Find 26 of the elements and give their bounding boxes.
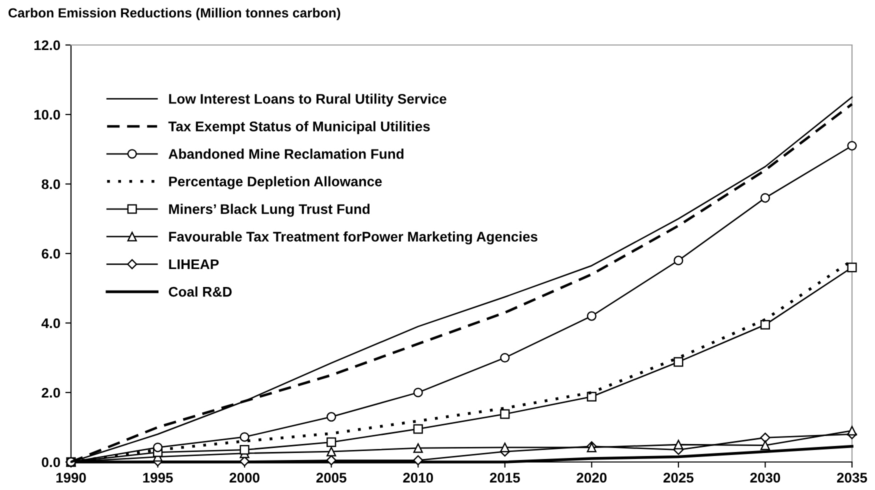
x-tick-label: 2010 (403, 472, 433, 483)
x-tick-label: 2015 (490, 472, 520, 483)
x-tick-label: 2030 (750, 472, 780, 483)
legend-label: Tax Exempt Status of Municipal Utilities (168, 121, 430, 134)
y-tick-label: 6.0 (42, 248, 60, 259)
x-tick-label: 2025 (663, 472, 694, 483)
x-tick-label: 2005 (316, 472, 346, 483)
legend-label: Low Interest Loans to Rural Utility Service (169, 94, 446, 107)
y-tick-label: 10.0 (34, 110, 60, 120)
y-tick-label: 12.0 (34, 40, 60, 50)
chart-title: Carbon Emission Reductions (Million tonnes carbon) (8, 8, 340, 20)
legend-label: Percentage Depletion Allowance (169, 176, 382, 190)
y-tick-label: 8.0 (42, 179, 60, 190)
y-tick-label: 4.0 (41, 318, 60, 328)
y-tick-label: 0.0 (42, 457, 60, 468)
x-tick-label: 2035 (837, 472, 868, 483)
x-tick-label: 2000 (230, 472, 260, 483)
legend-label: Coal R&D (168, 286, 232, 297)
legend-label: LIHEAP (169, 259, 219, 270)
legend-label: Miners’ Black Lung Trust Fund (169, 204, 370, 217)
x-tick-label: 1995 (143, 472, 173, 483)
legend-label: Abandoned Mine Reclamation Fund (168, 148, 404, 159)
y-tick-label: 2.0 (42, 388, 60, 398)
x-tick-label: 1990 (56, 472, 86, 483)
x-tick-label: 2020 (576, 472, 607, 483)
legend-label: Favourable Tax Treatment forPower Marketing Agencies (169, 231, 538, 244)
